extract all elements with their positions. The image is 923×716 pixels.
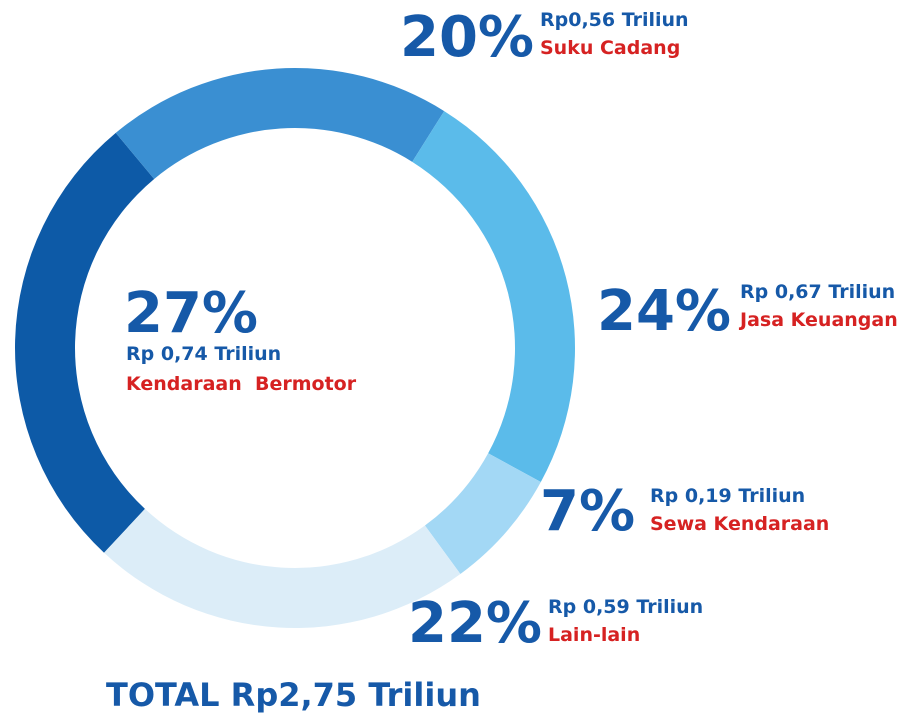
percent-label: 22%: [408, 591, 542, 656]
donut-segment: [412, 111, 575, 483]
amount-label: Rp 0,59 Triliun: [548, 596, 703, 618]
amount-label: Rp 0,74 Triliun: [126, 343, 281, 365]
amount-label: Rp 0,67 Triliun: [740, 281, 895, 303]
category-label: Sewa Kendaraan: [650, 513, 829, 535]
amount-label: Rp0,56 Triliun: [540, 9, 689, 31]
percent-label: 27%: [124, 281, 258, 346]
donut-segment: [15, 132, 155, 553]
percent-label: 20%: [400, 5, 534, 70]
donut-segment: [104, 508, 461, 628]
donut-segment: [424, 453, 541, 574]
category-label: Jasa Keuangan: [738, 309, 898, 331]
donut-segment: [115, 68, 445, 179]
category-label: Suku Cadang: [540, 37, 680, 59]
category-label: Lain-lain: [548, 624, 640, 646]
total: TOTAL Rp2,75 Triliun: [106, 676, 481, 714]
amount-label: Rp 0,19 Triliun: [650, 485, 805, 507]
category-label: Kendaraan Bermotor: [126, 373, 357, 395]
percent-label: 7%: [540, 479, 635, 544]
percent-label: 24%: [597, 279, 731, 344]
